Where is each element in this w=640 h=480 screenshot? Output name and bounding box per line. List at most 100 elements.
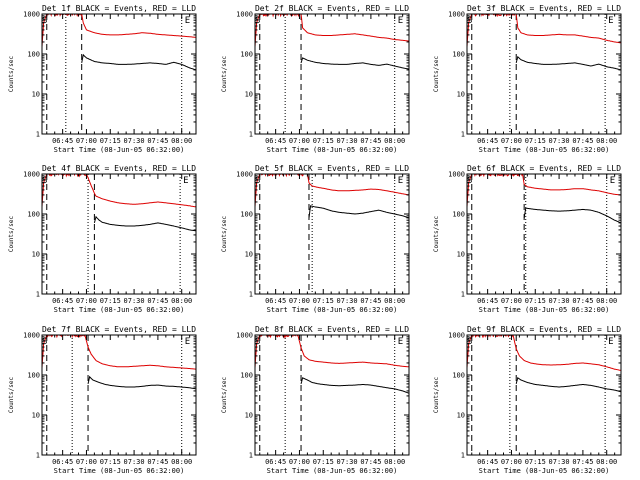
x-tick-label: 07:45 bbox=[147, 458, 168, 466]
end-marker-label: E bbox=[608, 337, 613, 347]
x-tick-label: 06:45 bbox=[477, 137, 498, 145]
panel-title: Det 7f BLACK = Events, RED = LLD bbox=[42, 325, 196, 334]
x-tick-label: 07:00 bbox=[501, 297, 522, 305]
y-tick-label: 100 bbox=[27, 372, 40, 380]
x-tick-label: 07:15 bbox=[313, 137, 334, 145]
events-series-line bbox=[81, 53, 196, 71]
y-tick-label: 1000 bbox=[23, 332, 40, 340]
x-tick-label: 07:30 bbox=[124, 297, 145, 305]
x-axis-label: Start Time (08-Jun-05 06:32:00) bbox=[267, 306, 398, 314]
y-tick-label: 1000 bbox=[448, 332, 465, 340]
lld-series-line bbox=[255, 174, 409, 208]
y-tick-label: 10 bbox=[245, 412, 253, 420]
x-tick-label: 07:30 bbox=[124, 137, 145, 145]
start-marker-label: S bbox=[42, 176, 47, 186]
x-tick-label: 07:00 bbox=[76, 297, 97, 305]
series-group bbox=[42, 174, 196, 232]
x-tick-label: 07:15 bbox=[525, 297, 546, 305]
y-tick-label: 1 bbox=[36, 291, 40, 299]
panel-title: Det 1f BLACK = Events, RED = LLD bbox=[42, 4, 196, 13]
y-axis-label: Counts/sec bbox=[221, 56, 228, 93]
x-tick-label: 07:15 bbox=[100, 137, 121, 145]
y-tick-label: 1000 bbox=[236, 332, 253, 340]
x-tick-label: 07:45 bbox=[147, 137, 168, 145]
panel-title: Det 8f BLACK = Events, RED = LLD bbox=[255, 325, 409, 334]
x-tick-label: 07:45 bbox=[360, 458, 381, 466]
x-axis-label: Start Time (08-Jun-05 06:32:00) bbox=[479, 306, 610, 314]
x-tick-label: 07:30 bbox=[337, 458, 358, 466]
plot-frame bbox=[466, 13, 622, 135]
y-tick-label: 10 bbox=[457, 91, 465, 99]
y-tick-label: 1 bbox=[461, 452, 465, 460]
y-tick-label: 1000 bbox=[448, 171, 465, 179]
panel-title: Det 9f BLACK = Events, RED = LLD bbox=[467, 325, 621, 334]
x-tick-label: 07:15 bbox=[100, 458, 121, 466]
x-tick-label: 07:30 bbox=[549, 137, 570, 145]
x-axis-label: Start Time (08-Jun-05 06:32:00) bbox=[267, 467, 398, 475]
panel-2: Det 2f BLACK = Events, RED = LLD 1 10 100 10… bbox=[221, 4, 410, 154]
y-tick-label: 1 bbox=[249, 452, 253, 460]
x-axis-label: Start Time (08-Jun-05 06:32:00) bbox=[54, 467, 185, 475]
end-marker-label: E bbox=[185, 337, 190, 347]
x-tick-label: 07:30 bbox=[337, 137, 358, 145]
lld-series-line bbox=[42, 174, 196, 208]
start-marker-label: S bbox=[467, 16, 472, 26]
start-marker-label: S bbox=[42, 16, 47, 26]
panel-title: Det 3f BLACK = Events, RED = LLD bbox=[467, 4, 621, 13]
x-tick-label: 07:15 bbox=[525, 137, 546, 145]
x-tick-label: 07:45 bbox=[360, 297, 381, 305]
y-axis-label: Counts/sec bbox=[8, 56, 15, 93]
y-tick-label: 1 bbox=[249, 131, 253, 139]
x-tick-label: 06:45 bbox=[52, 458, 73, 466]
plot-frame bbox=[41, 173, 197, 295]
y-tick-label: 100 bbox=[452, 211, 465, 219]
plot-frame bbox=[41, 13, 197, 135]
x-tick-label: 07:15 bbox=[525, 458, 546, 466]
x-tick-label: 07:30 bbox=[549, 458, 570, 466]
y-tick-label: 10 bbox=[32, 251, 40, 259]
panel-title: Det 5f BLACK = Events, RED = LLD bbox=[255, 164, 409, 173]
x-tick-label: 07:00 bbox=[76, 458, 97, 466]
panel-8: Det 8f BLACK = Events, RED = LLD 1 10 100 10… bbox=[221, 325, 410, 475]
x-tick-label: 06:45 bbox=[265, 297, 286, 305]
events-series-line bbox=[523, 207, 621, 224]
y-tick-label: 100 bbox=[27, 211, 40, 219]
end-marker-label: E bbox=[183, 176, 188, 186]
x-tick-label: 08:00 bbox=[171, 137, 192, 145]
x-tick-label: 07:00 bbox=[501, 137, 522, 145]
y-axis-label: Counts/sec bbox=[8, 216, 15, 253]
x-axis-label: Start Time (08-Jun-05 06:32:00) bbox=[479, 146, 610, 154]
x-tick-label: 06:45 bbox=[265, 458, 286, 466]
y-tick-label: 10 bbox=[245, 251, 253, 259]
x-tick-label: 07:00 bbox=[76, 137, 97, 145]
y-axis-label: Counts/sec bbox=[433, 56, 440, 93]
x-tick-label: 07:30 bbox=[337, 297, 358, 305]
x-axis-label: Start Time (08-Jun-05 06:32:00) bbox=[54, 146, 185, 154]
y-tick-label: 1 bbox=[249, 291, 253, 299]
plot-frame bbox=[254, 173, 410, 295]
y-tick-label: 10 bbox=[245, 91, 253, 99]
panel-5: Det 5f BLACK = Events, RED = LLD 1 10 100 10… bbox=[221, 164, 410, 314]
x-tick-label: 07:45 bbox=[572, 458, 593, 466]
events-series-line bbox=[93, 215, 196, 232]
y-tick-label: 1000 bbox=[236, 11, 253, 19]
y-tick-label: 1000 bbox=[448, 11, 465, 19]
x-tick-label: 07:45 bbox=[572, 137, 593, 145]
y-tick-label: 100 bbox=[27, 51, 40, 59]
y-tick-label: 10 bbox=[457, 412, 465, 420]
events-series-line bbox=[87, 375, 196, 390]
x-tick-label: 08:00 bbox=[171, 458, 192, 466]
panel-4: Det 4f BLACK = Events, RED = LLD 1 10 100 10… bbox=[8, 164, 197, 314]
y-tick-label: 1 bbox=[36, 131, 40, 139]
series-group bbox=[467, 174, 621, 224]
series-group bbox=[467, 14, 621, 71]
x-tick-label: 06:45 bbox=[265, 137, 286, 145]
plot-frame bbox=[466, 173, 622, 295]
y-axis-label: Counts/sec bbox=[221, 377, 228, 414]
y-tick-label: 100 bbox=[452, 372, 465, 380]
y-tick-label: 100 bbox=[240, 372, 253, 380]
lld-series-line bbox=[42, 14, 196, 48]
x-axis-label: Start Time (08-Jun-05 06:32:00) bbox=[267, 146, 398, 154]
x-axis-label: Start Time (08-Jun-05 06:32:00) bbox=[54, 306, 185, 314]
x-tick-label: 07:00 bbox=[501, 458, 522, 466]
